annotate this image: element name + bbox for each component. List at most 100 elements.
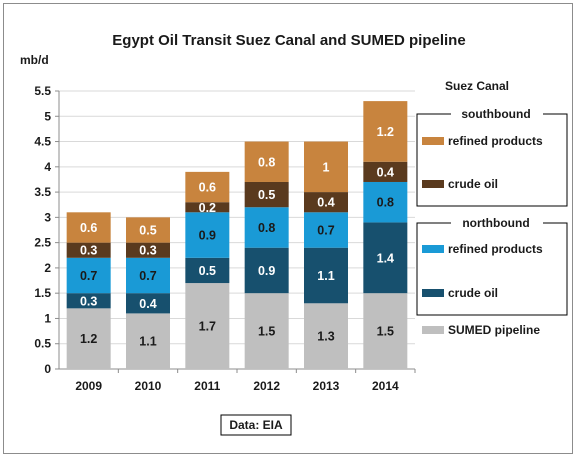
legend-swatch (422, 245, 444, 253)
data-label: 0.5 (139, 224, 156, 238)
legend-southbound-box (416, 113, 568, 207)
x-tick-label: 2013 (313, 379, 340, 393)
bar-segment (185, 171, 230, 203)
data-label: 0.7 (317, 224, 334, 238)
bar-segment (185, 257, 230, 284)
data-label: 1.2 (377, 125, 394, 139)
bar-segment (244, 141, 289, 182)
x-tick-label: 2009 (75, 379, 102, 393)
x-tick-label: 2014 (372, 379, 399, 393)
data-label: 1.1 (317, 269, 334, 283)
bar-segment (363, 293, 408, 369)
y-tick-label: 5 (44, 109, 51, 123)
legend-southbound-label-bg (451, 105, 543, 123)
data-label: 1.2 (80, 332, 97, 346)
data-label: 0.8 (258, 155, 275, 169)
data-label: 1.7 (199, 320, 216, 334)
data-label: 0.5 (258, 188, 275, 202)
bar-segment (363, 222, 408, 294)
source-note-box (220, 414, 292, 436)
y-tick-label: 4.5 (34, 135, 51, 149)
bar-segment (185, 202, 230, 213)
data-label: 0.9 (199, 229, 216, 243)
data-label: 1.3 (317, 330, 334, 344)
y-tick-label: 0 (44, 362, 51, 376)
data-label: 1 (323, 160, 330, 174)
data-label: 0.8 (258, 221, 275, 235)
bar-segment (244, 207, 289, 248)
bar-segment (244, 247, 289, 294)
legend-entry-label: SUMED pipeline (448, 323, 540, 337)
bar-segment (304, 303, 348, 369)
legend-southbound-label: southbound (461, 107, 530, 121)
data-label: 0.4 (317, 196, 334, 210)
data-label: 1.5 (377, 325, 394, 339)
bar-segment (66, 212, 111, 243)
y-tick-label: 0.5 (34, 337, 51, 351)
source-note: Data: EIA (229, 418, 283, 432)
bar-segment (304, 141, 348, 193)
y-tick-label: 2.5 (34, 236, 51, 250)
bar-segment (185, 212, 230, 258)
bar-segment (304, 192, 348, 213)
bar-segment (363, 101, 408, 162)
bar-segment (363, 161, 408, 182)
data-label: 0.7 (139, 269, 156, 283)
data-label: 0.7 (80, 269, 97, 283)
y-tick-label: 4 (44, 160, 51, 174)
bar-segment (126, 293, 170, 314)
legend-swatch (422, 180, 444, 188)
y-tick-label: 1.5 (34, 286, 51, 300)
y-tick-label: 5.5 (34, 84, 51, 98)
data-label: 1.4 (377, 251, 394, 265)
chart-frame: Egypt Oil Transit Suez Canal and SUMED p… (3, 3, 573, 454)
bar-segment (66, 242, 111, 258)
bar-segment (126, 257, 170, 294)
bar-segment (244, 293, 289, 369)
bar-segment (126, 242, 170, 258)
legend-entry-label: crude oil (448, 286, 498, 300)
legend-entry-label: refined products (448, 134, 543, 148)
legend-northbound-label-bg (451, 214, 543, 232)
legend-entry-label: crude oil (448, 177, 498, 191)
data-label: 0.6 (199, 181, 216, 195)
bar-segment (126, 313, 170, 369)
chart-svg: Egypt Oil Transit Suez Canal and SUMED p… (20, 32, 568, 436)
data-label: 0.3 (139, 244, 156, 258)
bar-segment (126, 217, 170, 243)
y-tick-label: 2 (44, 261, 51, 275)
data-label: 0.4 (139, 297, 156, 311)
y-tick-label: 1 (44, 311, 51, 325)
data-label: 0.5 (199, 264, 216, 278)
data-label: 1.1 (139, 335, 156, 349)
legend-swatch (422, 326, 444, 334)
legend-northbound-box (416, 222, 568, 316)
y-tick-label: 3.5 (34, 185, 51, 199)
x-tick-label: 2011 (194, 379, 220, 393)
bar-segment (304, 212, 348, 248)
bar-segment (66, 308, 111, 369)
data-label: 0.6 (80, 221, 97, 235)
data-label: 0.4 (377, 165, 394, 179)
bar-segment (185, 283, 230, 369)
bar-segment (363, 181, 408, 223)
y-axis-unit-label: mb/d (20, 53, 49, 67)
data-label: 0.9 (258, 264, 275, 278)
x-tick-label: 2012 (253, 379, 280, 393)
bar-segment (66, 257, 111, 294)
y-tick-label: 3 (44, 210, 51, 224)
data-label: 1.5 (258, 325, 275, 339)
x-tick-label: 2010 (135, 379, 162, 393)
data-label: 0.3 (80, 294, 97, 308)
data-label: 0.3 (80, 244, 97, 258)
bar-segment (304, 247, 348, 304)
legend-heading: Suez Canal (445, 79, 509, 93)
legend-entry-label: refined products (448, 242, 543, 256)
legend-northbound-label: northbound (462, 216, 529, 230)
data-label: 0.2 (199, 201, 216, 215)
data-label: 0.8 (377, 196, 394, 210)
bar-segment (244, 181, 289, 208)
bar-segment (66, 293, 111, 309)
legend-swatch (422, 137, 444, 145)
chart-title: Egypt Oil Transit Suez Canal and SUMED p… (112, 32, 465, 49)
